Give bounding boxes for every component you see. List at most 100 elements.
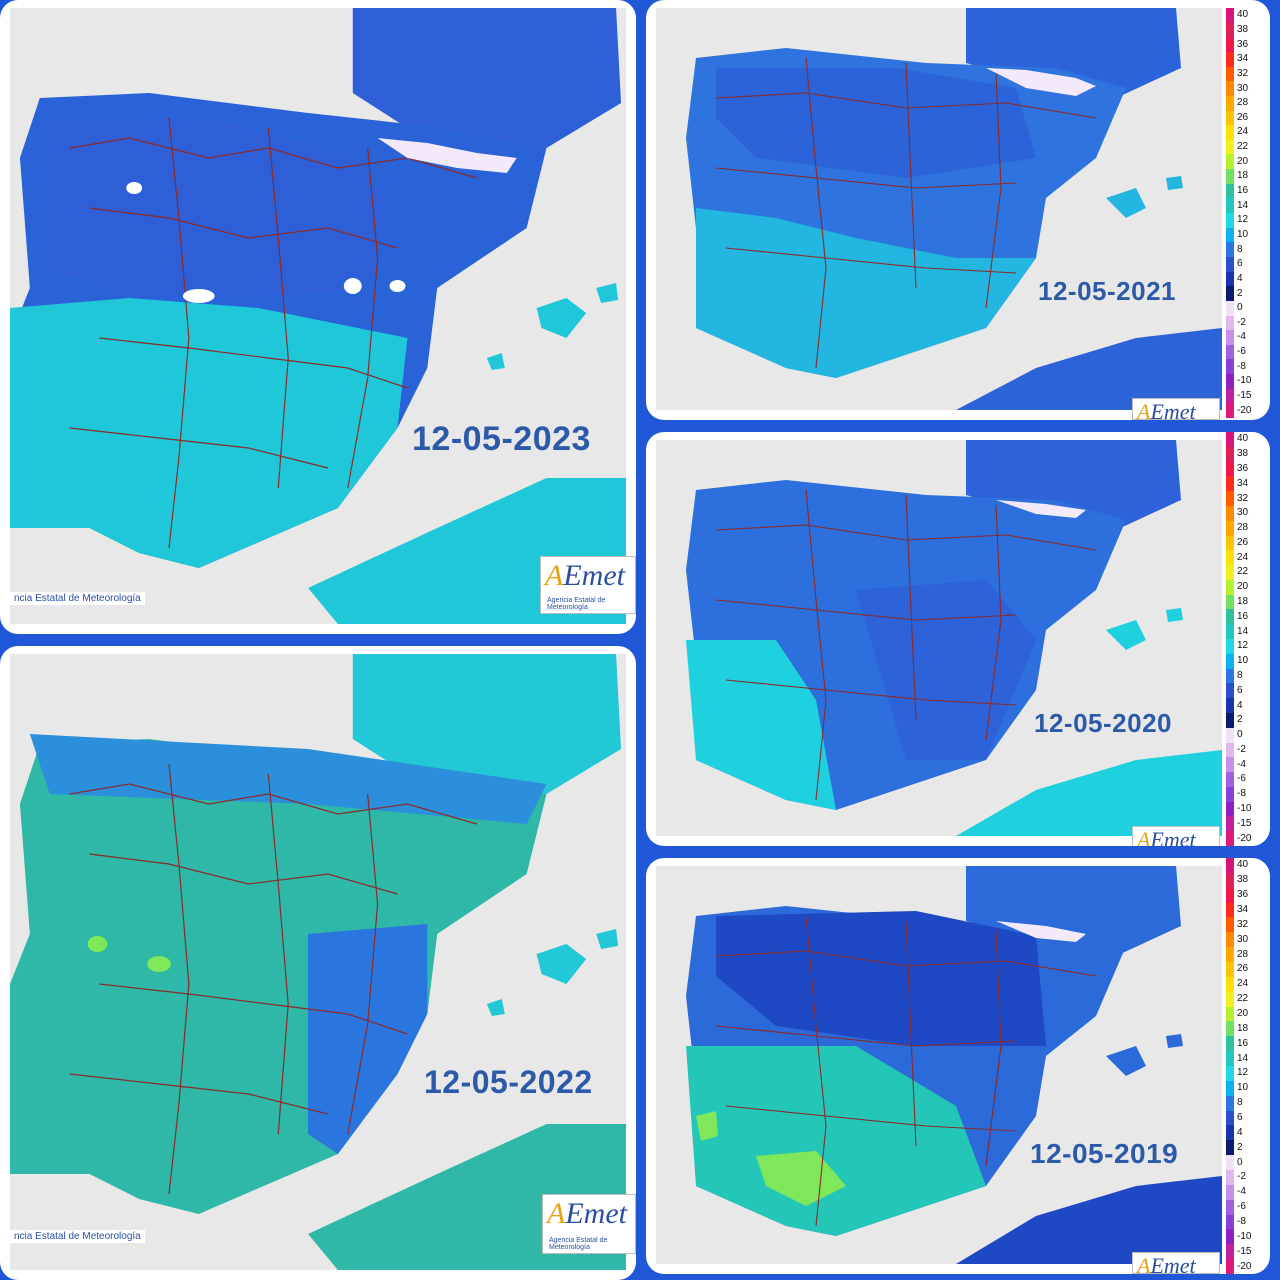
legend-tick-label: 4 xyxy=(1237,699,1243,711)
legend-tick-label: 36 xyxy=(1237,889,1249,901)
legend-color-swatch xyxy=(1226,609,1234,625)
sea-atlantic-north xyxy=(352,8,622,148)
legend-color-swatch xyxy=(1226,1036,1234,1052)
legend-color-swatch xyxy=(1226,359,1234,375)
legend-color-swatch xyxy=(1226,917,1234,933)
legend-tick-label: 8 xyxy=(1237,243,1243,255)
legend-tick-label: 18 xyxy=(1237,170,1249,182)
date-label-2019: 12-05-2019 xyxy=(1030,1138,1179,1169)
legend-tick-label: -10 xyxy=(1237,803,1252,815)
date-label-2023: 12-05-2023 xyxy=(412,420,591,458)
aemet-logo-subtitle: Agencia Estatal de Meteorología xyxy=(549,1237,608,1251)
legend-tick-label: 36 xyxy=(1237,38,1249,50)
legend-tick-label: 16 xyxy=(1237,185,1249,197)
legend-tick-label: 10 xyxy=(1237,655,1249,667)
legend-tick-label: 2 xyxy=(1237,714,1243,726)
legend-color-swatch xyxy=(1226,95,1234,111)
legend-color-swatch xyxy=(1226,330,1234,346)
temperature-legend-2019: 40 38 36 34 32 30 28 26 24 22 20 18 16 14 12 10 8 6 4 2 0 -2-… xyxy=(1224,858,1260,1274)
legend-tick-label: 4 xyxy=(1237,272,1243,284)
credit-text-2023: ncia Estatal de Meteorología xyxy=(10,592,145,605)
legend-tick-label: 18 xyxy=(1237,1022,1249,1034)
legend-tick-label: 40 xyxy=(1237,433,1249,445)
legend-tick-label: 34 xyxy=(1237,904,1249,915)
legend-color-swatch xyxy=(1226,683,1234,699)
aemet-logo-text: AEmet xyxy=(1137,827,1196,846)
legend-tick-label: -20 xyxy=(1237,832,1252,844)
map-2023 xyxy=(10,8,626,624)
iberia-south xyxy=(10,298,408,568)
legend-color-swatch xyxy=(1226,639,1234,655)
legend-tick-label: 16 xyxy=(1237,610,1249,622)
legend-tick-label: 22 xyxy=(1237,993,1249,1005)
date-label-2021: 12-05-2021 xyxy=(1038,276,1176,306)
legend-color-swatch xyxy=(1226,1140,1234,1156)
legend-tick-label: -8 xyxy=(1237,788,1246,800)
legend-tick-label: 40 xyxy=(1237,859,1249,871)
snow-patches xyxy=(996,500,1086,518)
legend-tick-label: 28 xyxy=(1237,948,1249,960)
legend-color-swatch xyxy=(1226,1080,1234,1097)
legend-color-swatch xyxy=(1226,110,1234,126)
panel-2020: 12-05-2020 AEmet 40 38 36 34 32 30 28 26 24 22 20 1… xyxy=(646,432,1270,846)
legend-tick-label: 24 xyxy=(1237,551,1249,563)
legend-color-swatch xyxy=(1226,374,1234,390)
legend-color-swatch xyxy=(1226,213,1234,229)
legend-color-swatch xyxy=(1226,286,1234,302)
legend-color-swatch xyxy=(1226,1244,1234,1260)
legend-color-swatch xyxy=(1226,1155,1234,1171)
temperature-map-2021 xyxy=(656,8,1222,410)
legend-tick-label: 12 xyxy=(1237,640,1249,652)
temperature-legend-2021: 40 38 36 34 32 30 28 26 24 22 20 18 16 14 12 10 8 6 4 2 0 -2-… xyxy=(1224,8,1260,419)
aemet-logo-text: AEmet xyxy=(1137,1253,1196,1274)
legend-tick-label: 0 xyxy=(1237,729,1243,741)
legend-color-swatch xyxy=(1226,594,1234,610)
legend-color-swatch xyxy=(1226,757,1234,773)
temperature-legend-2020: 40 38 36 34 32 30 28 26 24 22 20 18 16 14 12 10 8 6 4 2 0 -2-… xyxy=(1224,432,1260,846)
legend-tick-label: 16 xyxy=(1237,1037,1249,1049)
date-label-2022: 12-05-2022 xyxy=(424,1064,593,1100)
legend-tick-label: 18 xyxy=(1237,596,1249,608)
legend-color-swatch xyxy=(1226,51,1234,68)
province-borders xyxy=(715,489,1097,801)
legend-tick-label: 40 xyxy=(1237,9,1249,21)
legend-color-swatch xyxy=(1226,786,1234,803)
legend-color-swatch xyxy=(1226,1021,1234,1037)
legend-color-swatch xyxy=(1226,991,1234,1008)
province-borders xyxy=(69,117,478,549)
legend-color-swatch xyxy=(1226,198,1234,214)
legend-color-swatch xyxy=(1226,902,1234,918)
snow-patches xyxy=(996,921,1086,942)
legend-color-swatch xyxy=(1226,388,1234,404)
legend-tick-label: 22 xyxy=(1237,141,1249,153)
legend-tick-label: -2 xyxy=(1237,1171,1246,1183)
aemet-logo-2023: AEmet Agencia Estatal de Meteorología xyxy=(540,556,636,614)
legend-tick-label: 8 xyxy=(1237,669,1243,681)
legend-color-swatch xyxy=(1226,1229,1234,1245)
legend-color-swatch xyxy=(1226,81,1234,97)
legend-tick-label: 32 xyxy=(1237,492,1249,504)
legend-color-swatch xyxy=(1226,37,1234,53)
legend-color-swatch xyxy=(1226,242,1234,258)
legend-color-swatch xyxy=(1226,315,1234,331)
province-borders xyxy=(69,763,478,1195)
legend-color-swatch xyxy=(1226,653,1234,670)
legend-tick-label: -2 xyxy=(1237,316,1246,328)
legend-color-swatch xyxy=(1226,183,1234,199)
legend-color-swatch xyxy=(1226,66,1234,82)
legend-color-swatch xyxy=(1226,169,1234,185)
legend-tick-label: -20 xyxy=(1237,1260,1252,1272)
legend-tick-label: -4 xyxy=(1237,1186,1246,1198)
legend-color-swatch xyxy=(1226,742,1234,758)
legend-tick-label: 34 xyxy=(1237,477,1249,489)
legend-color-swatch xyxy=(1226,712,1234,729)
legend-color-swatch xyxy=(1226,1006,1234,1022)
islands xyxy=(486,283,619,370)
date-label-2020: 12-05-2020 xyxy=(1034,708,1172,738)
legend-color-swatch xyxy=(1226,446,1234,463)
legend-tick-label: -4 xyxy=(1237,331,1246,343)
legend-color-swatch xyxy=(1226,816,1234,832)
temperature-map-2022 xyxy=(10,654,626,1270)
legend-tick-label: -15 xyxy=(1237,817,1252,829)
legend-color-swatch xyxy=(1226,872,1234,889)
